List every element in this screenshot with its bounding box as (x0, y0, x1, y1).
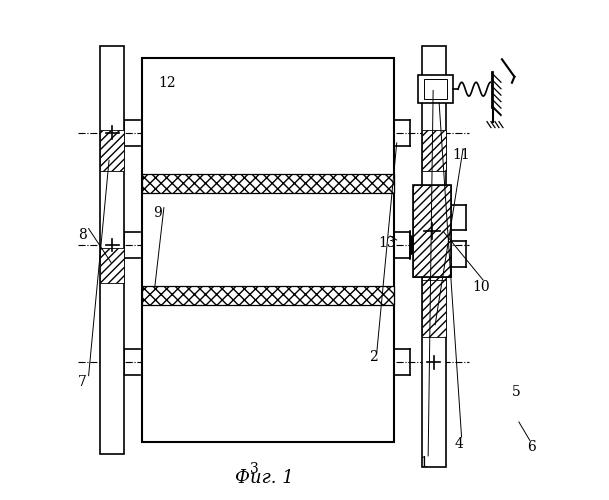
Text: Фиг. 1: Фиг. 1 (235, 469, 294, 487)
Bar (413, 185, 451, 278)
Text: 11: 11 (452, 148, 470, 162)
Text: 5: 5 (512, 385, 521, 399)
Bar (100, 248, 124, 284)
Bar (143, 58, 394, 442)
Bar (421, 46, 446, 467)
Text: 13: 13 (378, 236, 396, 250)
Bar (421, 130, 446, 171)
Text: 4: 4 (455, 438, 463, 452)
Text: 7: 7 (78, 375, 87, 389)
Text: 6: 6 (527, 440, 536, 454)
Bar (421, 248, 446, 284)
Bar (418, 76, 453, 103)
Bar (100, 46, 124, 455)
Text: 3: 3 (250, 462, 259, 476)
Bar (413, 185, 451, 278)
Text: 9: 9 (153, 206, 162, 220)
Text: 10: 10 (473, 280, 490, 294)
Bar (424, 80, 447, 99)
Bar (143, 174, 394, 193)
Bar (143, 286, 394, 305)
Bar (100, 130, 124, 171)
Text: 12: 12 (158, 76, 176, 90)
Bar (421, 280, 446, 338)
Text: 2: 2 (369, 350, 378, 364)
Text: 8: 8 (78, 228, 87, 242)
Text: 1: 1 (420, 456, 429, 470)
